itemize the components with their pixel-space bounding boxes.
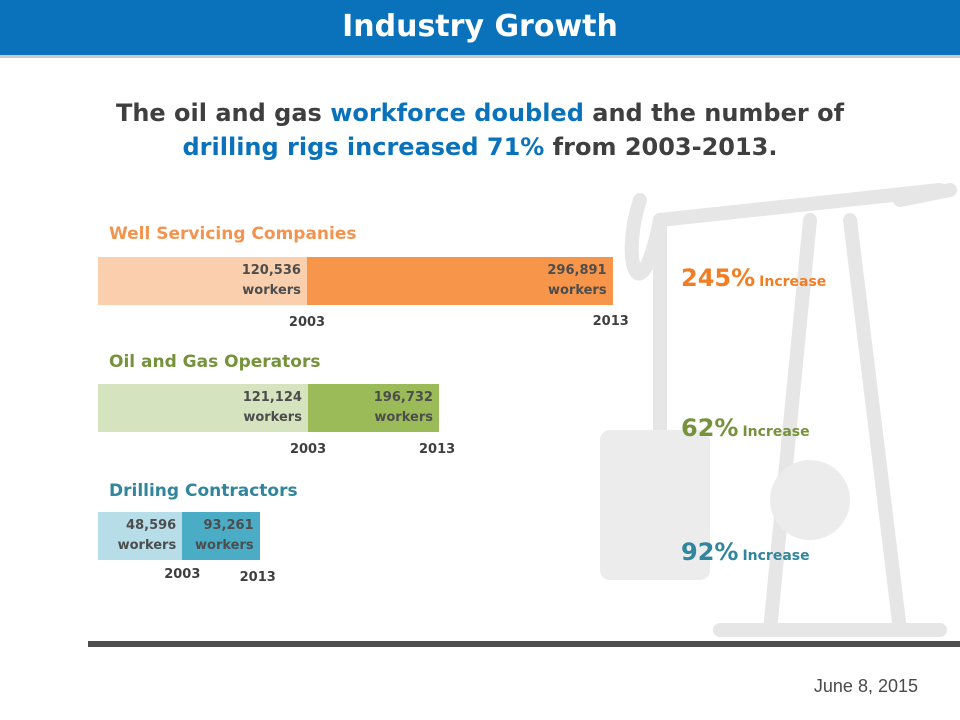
page-title: Industry Growth [342, 9, 618, 44]
increase-percent: 92% [681, 538, 739, 566]
bar-value-label: 121,124 [242, 390, 302, 405]
bar-2013: 93,261 workers [182, 512, 260, 560]
increase-callout: 92% Increase [681, 538, 810, 566]
headline-highlight-1: workforce doubled [330, 99, 584, 127]
bar-unit-label: workers [547, 283, 607, 298]
bar-value-label: 120,536 [241, 263, 301, 278]
bar-unit-label: workers [195, 538, 254, 553]
bar-value-label: 296,891 [547, 263, 607, 278]
bar-2003: 48,596 workers [98, 512, 183, 560]
header-bar: Industry Growth [0, 0, 960, 58]
increase-callout: 62% Increase [681, 414, 810, 442]
bar-value-label: 196,732 [373, 390, 433, 405]
bar-unit-label: workers [374, 410, 433, 425]
year-label-2013: 2013 [592, 314, 629, 329]
bar-2013: 196,732 workers [307, 384, 439, 432]
group-title: Drilling Contractors [109, 481, 298, 501]
increase-callout: 245% Increase [681, 264, 826, 292]
bar-unit-label: workers [242, 283, 301, 298]
increase-word: Increase [742, 424, 810, 440]
bar-unit-label: workers [117, 538, 177, 553]
headline-text-1: The oil and gas [115, 99, 331, 127]
year-label-2013: 2013 [239, 570, 276, 585]
year-label-2003: 2003 [288, 315, 326, 330]
increase-percent: 245% [681, 264, 756, 292]
headline: The oil and gas workforce doubled and th… [60, 96, 900, 164]
pumpjack-watermark [600, 183, 957, 637]
bar-value-label: 93,261 [203, 518, 254, 533]
year-label-2003: 2003 [164, 567, 201, 582]
bottom-divider [88, 641, 960, 647]
increase-percent: 62% [681, 414, 739, 442]
bar-2013: 296,891 workers [306, 257, 613, 305]
headline-text-2: and the number of [583, 99, 845, 127]
year-label-2013: 2013 [419, 442, 456, 457]
bar-2003: 121,124 workers [98, 384, 308, 432]
headline-highlight-2: drilling rigs increased 71% [182, 133, 545, 161]
group-title: Oil and Gas Operators [109, 352, 321, 372]
increase-word: Increase [742, 548, 810, 564]
headline-text-3: from 2003-2013. [544, 133, 778, 161]
bar-value-label: 48,596 [126, 518, 177, 533]
group-title: Well Servicing Companies [109, 224, 357, 244]
footer-date: June 8, 2015 [813, 676, 918, 696]
year-label-2003: 2003 [289, 442, 327, 457]
bar-2003: 120,536 workers [98, 257, 307, 305]
bar-unit-label: workers [243, 410, 302, 425]
increase-word: Increase [759, 274, 827, 290]
